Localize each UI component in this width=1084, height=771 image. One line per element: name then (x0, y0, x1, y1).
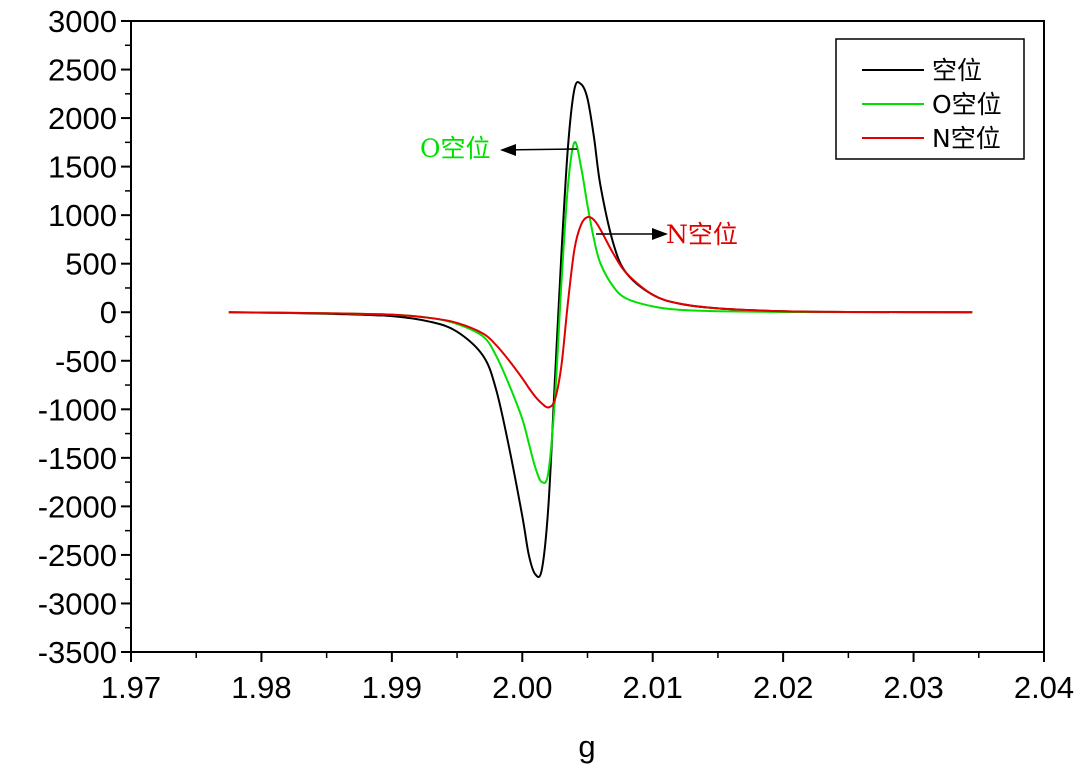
x-axis-ticks: 1.97 1.98 1.99 2.00 2.01 2.02 2.03 2.04 (101, 652, 1074, 705)
y-tick-label: -2500 (38, 538, 117, 573)
series-layer (228, 80, 973, 579)
y-tick-label: -3500 (38, 635, 117, 670)
x-tick-label: 2.02 (753, 670, 813, 705)
x-tick-label: 1.99 (362, 670, 422, 705)
y-tick-label: 1000 (48, 198, 117, 233)
y-tick-label: -1000 (38, 392, 117, 427)
y-tick-label: 2500 (48, 53, 117, 88)
x-tick-label: 2.03 (883, 670, 943, 705)
y-tick-label: -2000 (38, 489, 117, 524)
x-tick-label: 2.04 (1014, 670, 1074, 705)
y-tick-label: 1500 (48, 150, 117, 185)
legend-label-n-vacancy: N空位 (932, 124, 1001, 153)
annotations: O空位 N空位 (420, 134, 738, 249)
x-tick-label: 1.97 (101, 670, 161, 705)
y-tick-label: -3000 (38, 586, 117, 621)
x-tick-label: 1.98 (231, 670, 291, 705)
legend-label-vacancy: 空位 (932, 56, 982, 85)
y-axis-ticks: 3000 2500 2000 1500 1000 500 0 -500 -1000 -1500 -2… (38, 4, 131, 670)
legend: 空位 O空位 N空位 (835, 38, 1025, 160)
y-tick-label: -500 (55, 344, 117, 379)
legend-label-o-vacancy: O空位 (932, 90, 1002, 119)
series-line-2 (228, 215, 973, 409)
y-tick-label: 3000 (48, 4, 117, 39)
y-tick-label: 2000 (48, 101, 117, 136)
x-tick-label: 2.00 (492, 670, 552, 705)
plot-frame (130, 20, 1045, 653)
y-tick-label: -1500 (38, 441, 117, 476)
o-vacancy-annotation: O空位 (420, 134, 491, 163)
x-tick-label: 2.01 (623, 670, 683, 705)
y-tick-label: 500 (65, 247, 117, 282)
n-vacancy-arrowhead (652, 228, 668, 240)
x-axis-title: g (578, 729, 595, 764)
y-tick-label: 0 (100, 295, 117, 330)
series-line-1 (228, 141, 973, 485)
o-vacancy-arrowhead (500, 144, 516, 156)
n-vacancy-annotation: N空位 (666, 220, 738, 249)
